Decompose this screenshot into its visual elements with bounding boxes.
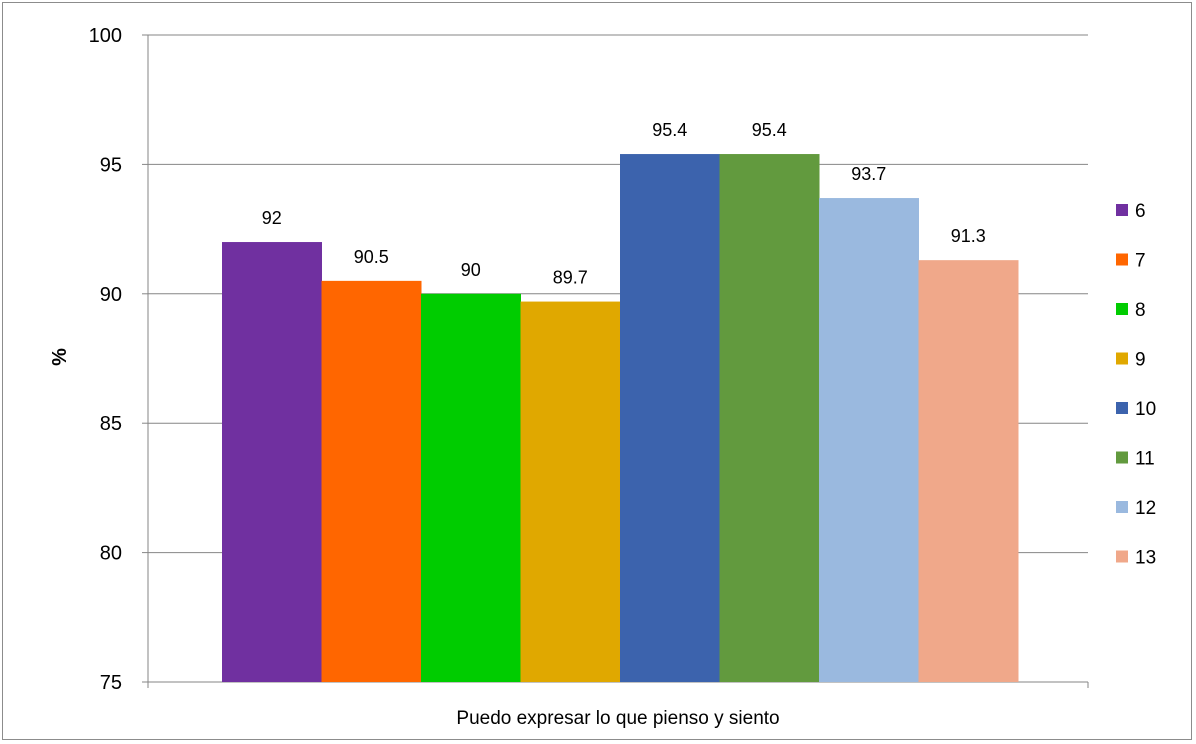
bars	[222, 154, 1019, 683]
data-label-series-11: 95.4	[752, 120, 787, 140]
bar-series-10	[620, 154, 720, 683]
data-labels: 92 90.5 90 89.7 95.4 95.4 93.7 91.3	[262, 120, 986, 288]
legend-swatch-12	[1116, 501, 1128, 513]
legend-swatch-13	[1116, 550, 1128, 563]
data-label-series-9: 89.7	[553, 268, 588, 288]
y-axis-title: %	[49, 348, 71, 366]
bar-series-13	[918, 260, 1019, 682]
data-label-series-8: 90	[461, 260, 481, 280]
bar-series-9	[520, 301, 621, 682]
x-category-label: Puedo expresar lo que pienso y siento	[456, 708, 779, 729]
y-tick-label: 100	[89, 25, 122, 47]
legend-swatch-11	[1116, 451, 1128, 464]
legend-label-7: 7	[1135, 251, 1146, 272]
y-tick-label: 95	[100, 154, 122, 176]
bar-series-11	[719, 154, 820, 683]
y-tick-label: 75	[100, 672, 122, 694]
data-label-series-13: 91.3	[951, 226, 986, 246]
legend-label-6: 6	[1135, 201, 1146, 222]
bar-series-6	[222, 242, 322, 683]
bar-series-12	[819, 198, 919, 682]
legend-label-13: 13	[1135, 548, 1156, 569]
legend-swatch-8	[1116, 303, 1128, 315]
data-label-series-10: 95.4	[652, 120, 687, 140]
legend-label-11: 11	[1135, 449, 1155, 470]
data-label-series-12: 93.7	[851, 164, 886, 184]
bar-series-8	[421, 293, 521, 682]
legend-swatch-9	[1116, 352, 1128, 365]
legend-label-8: 8	[1135, 300, 1146, 321]
data-label-series-7: 90.5	[354, 247, 389, 267]
legend-label-9: 9	[1135, 350, 1146, 371]
legend-label-12: 12	[1135, 498, 1156, 519]
legend: 6 7 8 9 10 11 12 13	[1116, 201, 1156, 569]
legend-swatch-7	[1116, 253, 1128, 266]
data-label-series-6: 92	[262, 208, 282, 228]
y-tick-label: 80	[100, 543, 122, 565]
legend-label-10: 10	[1135, 399, 1156, 420]
bar-series-7	[321, 280, 422, 682]
legend-swatch-10	[1116, 402, 1128, 414]
y-tick-label: 90	[100, 284, 122, 306]
y-tick-label: 85	[100, 413, 122, 435]
legend-swatch-6	[1116, 204, 1128, 216]
